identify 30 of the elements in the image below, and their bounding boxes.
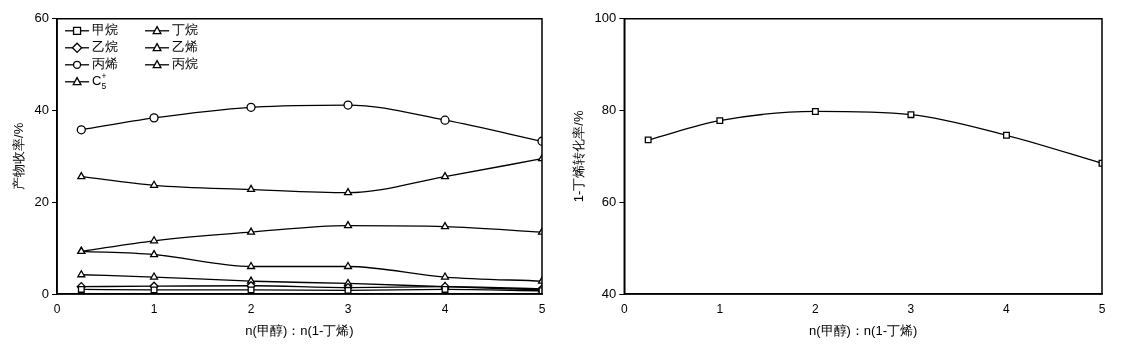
x-tick-label: 3: [344, 301, 352, 316]
x-tick-label: 5: [538, 301, 546, 316]
y-axis-title: 产物收率/%: [11, 122, 27, 190]
x-tick-label: 4: [1003, 301, 1011, 316]
x-axis-title: n(甲醇)：n(1-丁烯): [245, 322, 354, 338]
x-tick-label: 0: [53, 301, 61, 316]
x-axis-title: n(甲醇)：n(1-丁烯): [808, 322, 918, 338]
y-tick-label: 80: [601, 102, 617, 118]
legend-label: 乙烯: [172, 39, 199, 55]
legend-label: 甲烷: [92, 22, 119, 38]
x-tick-label: 2: [812, 301, 820, 316]
x-tick-label: 2: [247, 301, 255, 316]
x-tick-label: 1: [150, 301, 158, 316]
y-tick-label: 60: [601, 193, 617, 209]
legend-label: 丁烷: [172, 22, 199, 38]
y-tick-label: 40: [34, 102, 50, 118]
y-axis-title: 1-丁烯转化率/%: [571, 110, 587, 203]
legend-label: 乙烷: [92, 39, 119, 55]
y-tick-label: 40: [601, 285, 617, 301]
y-tick-label: 20: [34, 193, 50, 209]
y-tick-label: 0: [41, 285, 50, 301]
x-tick-label: 5: [1098, 301, 1106, 316]
legend-label: 丙烷: [172, 56, 199, 72]
x-tick-label: 1: [716, 301, 724, 316]
x-tick-label: 0: [620, 301, 628, 316]
y-tick-label: 60: [34, 10, 50, 26]
legend-label: 丙烯: [92, 56, 119, 72]
y-tick-label: 100: [594, 10, 617, 26]
x-tick-label: 3: [907, 301, 915, 316]
x-tick-label: 4: [441, 301, 449, 316]
